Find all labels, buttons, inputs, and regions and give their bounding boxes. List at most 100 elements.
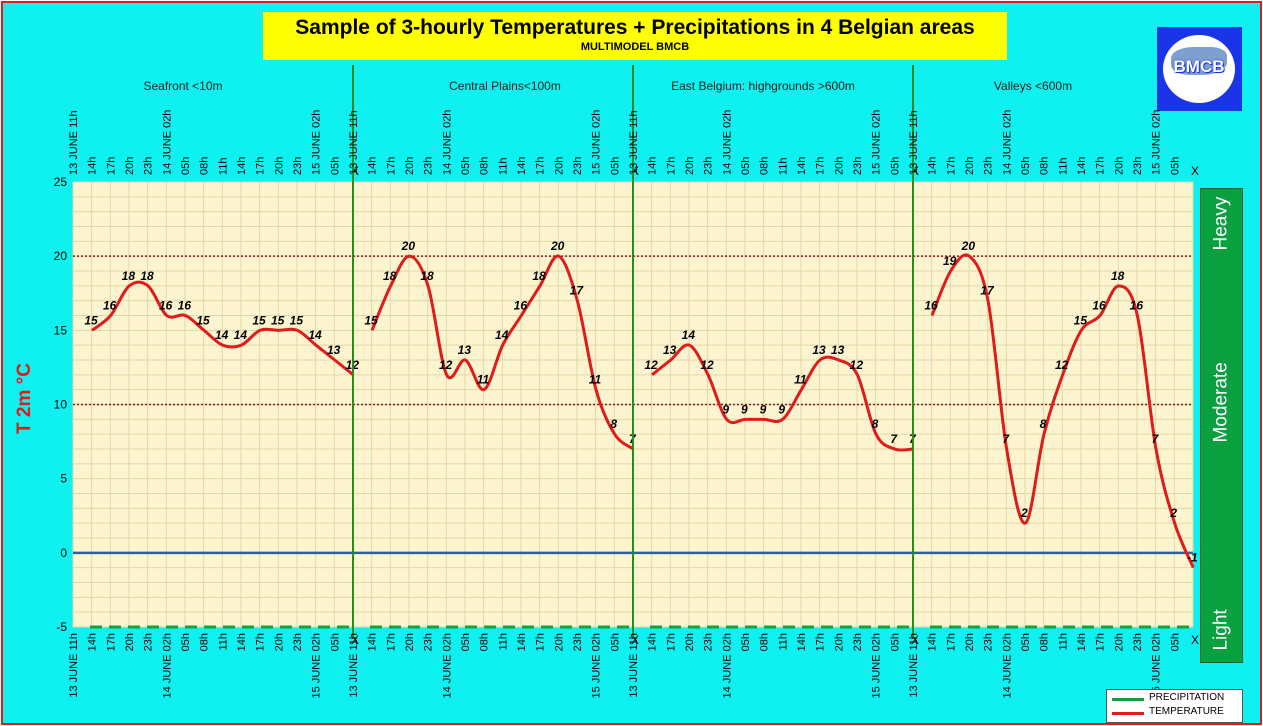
x-tick-label-top: 23h xyxy=(572,157,584,175)
temperature-data-label: 12 xyxy=(644,358,658,372)
x-tick-label-bottom: 23h xyxy=(143,633,155,651)
temperature-data-label: 15 xyxy=(290,313,304,327)
x-tick-label-bottom: 17h xyxy=(1095,633,1107,651)
temperature-data-label: 11 xyxy=(794,373,807,387)
intensity-moderate-label: Moderate xyxy=(1210,362,1232,443)
x-tick-label-top: 05h xyxy=(609,157,621,175)
x-tick-label-bottom: 15 JUNE 02h xyxy=(1151,633,1163,698)
x-tick-label-bottom: 13 JUNE 11h xyxy=(348,633,360,698)
x-tick-label-bottom: 05h xyxy=(740,633,752,651)
x-tick-label-bottom: 08h xyxy=(199,633,211,651)
precipitation-intensity-bar: Heavy Moderate Light xyxy=(1200,188,1243,663)
x-tick-label-top: 20h xyxy=(1113,157,1125,175)
x-tick-label-bottom: 23h xyxy=(703,633,715,651)
temperature-data-label: 20 xyxy=(550,239,565,253)
x-tick-label-bottom: 14h xyxy=(236,633,248,651)
x-tick-label-top: 14 JUNE 02h xyxy=(161,110,173,175)
chart-title: Sample of 3-hourly Temperatures + Precip… xyxy=(295,16,975,39)
chart-subtitle: MULTIMODEL BMCB xyxy=(580,41,690,53)
x-tick-label-bottom: 20h xyxy=(684,633,696,651)
x-tick-label-bottom: 20h xyxy=(553,633,565,651)
panel-title: East Belgium: highgrounds >600m xyxy=(671,79,855,93)
temperature-data-label: 2 xyxy=(1169,506,1177,520)
x-tick-label-bottom: 14 JUNE 02h xyxy=(721,633,733,698)
temperature-data-label: 13 xyxy=(812,343,826,357)
x-tick-label-top: 23h xyxy=(983,157,995,175)
legend: PRECIPITATION TEMPERATURE xyxy=(1106,689,1243,723)
temperature-data-label: 15 xyxy=(252,313,266,327)
x-tick-label-bottom: 20h xyxy=(404,633,416,651)
x-tick-label-top: X xyxy=(351,164,359,178)
x-tick-label-bottom: 23h xyxy=(1132,633,1144,651)
x-tick-label-bottom: X xyxy=(911,633,919,647)
temperature-data-label: 8 xyxy=(872,417,879,431)
temperature-data-label: 20 xyxy=(961,239,976,253)
x-tick-label-top: 14h xyxy=(516,157,528,175)
temperature-data-label: 9 xyxy=(778,402,785,416)
x-tick-label-top: 17h xyxy=(385,157,397,175)
x-tick-label-bottom: 11h xyxy=(497,633,509,651)
x-tick-label-top: 14 JUNE 02h xyxy=(721,110,733,175)
x-tick-label-top: 08h xyxy=(479,157,491,175)
temperature-data-label: 9 xyxy=(741,402,748,416)
x-tick-label-bottom: 05h xyxy=(1169,633,1181,651)
temperature-line xyxy=(651,343,914,452)
x-tick-label-bottom: 17h xyxy=(815,633,827,651)
temperature-data-label: -1 xyxy=(1187,551,1198,565)
x-tick-label-bottom: 14h xyxy=(367,633,379,651)
x-tick-label-top: 17h xyxy=(105,157,117,175)
bmcb-logo: BMCB xyxy=(1157,27,1242,111)
x-tick-label-top: 11h xyxy=(497,157,509,175)
y-tick-label: -5 xyxy=(56,620,67,634)
y-tick-label: 15 xyxy=(54,323,68,337)
panel-title: Seafront <10m xyxy=(143,79,222,93)
x-tick-label-top: 05h xyxy=(1169,157,1181,175)
x-tick-label-bottom: 05h xyxy=(329,633,341,651)
x-tick-label-top: 20h xyxy=(553,157,565,175)
x-tick-label-top: X xyxy=(911,164,919,178)
x-tick-label-top: 05h xyxy=(329,157,341,175)
x-tick-label-top: 13 JUNE 11h xyxy=(628,110,640,175)
x-tick-label-top: 20h xyxy=(833,157,845,175)
x-tick-label-bottom: 17h xyxy=(255,633,267,651)
x-tick-label-bottom: 23h xyxy=(423,633,435,651)
x-tick-label-bottom: X xyxy=(1191,633,1199,647)
legend-swatch-precipitation xyxy=(1112,698,1144,701)
x-tick-label-top: 14h xyxy=(87,157,99,175)
temperature-data-label: 17 xyxy=(570,284,585,298)
x-tick-label-top: 23h xyxy=(292,157,304,175)
x-tick-label-bottom: 14h xyxy=(1076,633,1088,651)
x-tick-label-bottom: 14 JUNE 02h xyxy=(441,633,453,698)
x-tick-label-bottom: 14 JUNE 02h xyxy=(1001,633,1013,698)
title-banner: Sample of 3-hourly Temperatures + Precip… xyxy=(263,12,1007,60)
x-tick-label-top: 20h xyxy=(273,157,285,175)
temperature-data-label: 18 xyxy=(1111,269,1125,283)
x-tick-label-top: 05h xyxy=(180,157,192,175)
x-tick-label-bottom: 08h xyxy=(1039,633,1051,651)
temperature-data-label: 11 xyxy=(477,373,490,387)
temperature-data-label: 13 xyxy=(327,343,341,357)
x-tick-label-top: 14h xyxy=(367,157,379,175)
temperature-data-label: 15 xyxy=(364,313,378,327)
temperature-line xyxy=(930,253,1195,569)
x-tick-label-top: 08h xyxy=(759,157,771,175)
temperature-data-label: 18 xyxy=(383,269,397,283)
legend-label-temperature: TEMPERATURE xyxy=(1149,706,1224,717)
x-tick-label-top: 20h xyxy=(124,157,136,175)
temperature-data-label: 16 xyxy=(1130,299,1144,313)
x-tick-label-bottom: 17h xyxy=(665,633,677,651)
x-tick-label-bottom: 05h xyxy=(460,633,472,651)
x-tick-label-top: 05h xyxy=(460,157,472,175)
y-tick-label: 10 xyxy=(54,398,68,412)
x-tick-label-top: 23h xyxy=(703,157,715,175)
x-tick-label-top: 13 JUNE 11h xyxy=(68,110,80,175)
temperature-data-label: 13 xyxy=(663,343,677,357)
temperature-data-label: 18 xyxy=(532,269,546,283)
x-tick-label-bottom: 20h xyxy=(124,633,136,651)
temperature-data-label: 18 xyxy=(122,269,136,283)
legend-label-precipitation: PRECIPITATION xyxy=(1149,692,1225,703)
x-tick-label-bottom: 05h xyxy=(609,633,621,651)
x-tick-label-bottom: 20h xyxy=(833,633,845,651)
x-tick-label-top: 17h xyxy=(535,157,547,175)
x-tick-label-bottom: 14h xyxy=(516,633,528,651)
